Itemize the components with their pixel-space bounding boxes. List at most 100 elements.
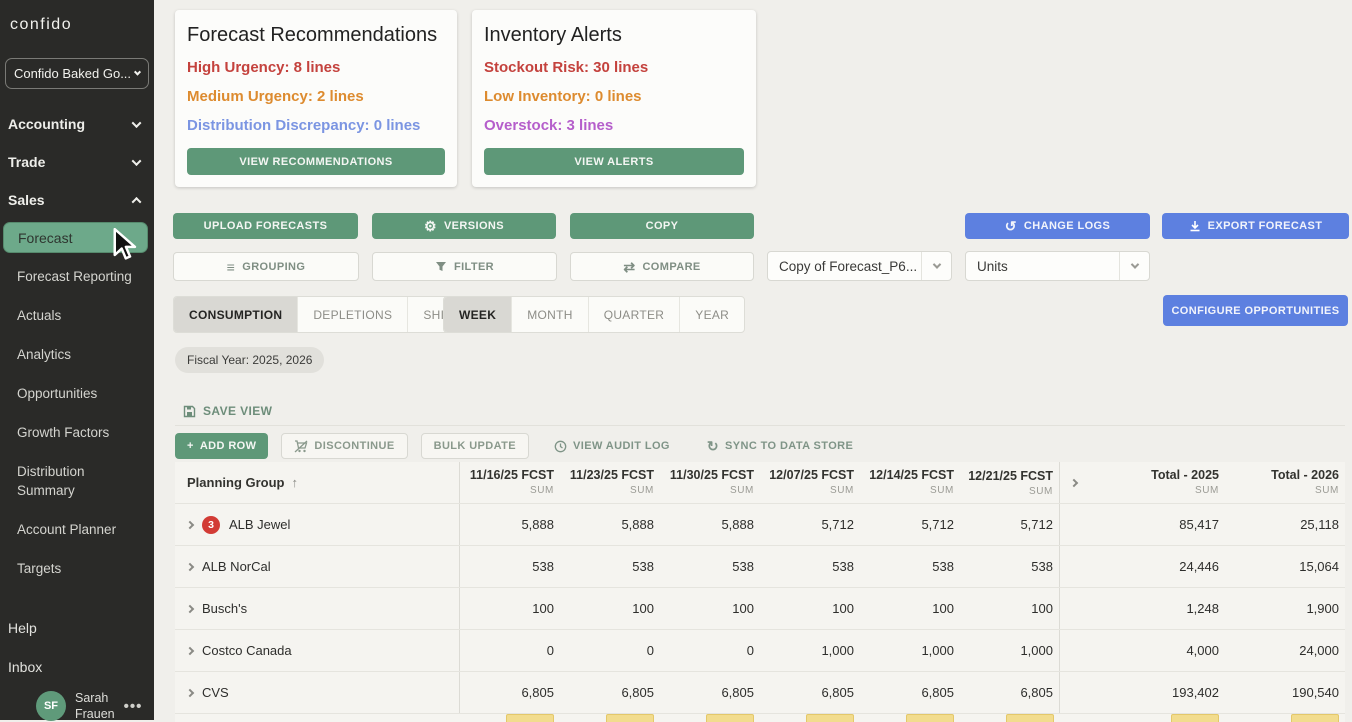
fcst-cell[interactable]: 0: [746, 643, 754, 658]
fcst-cell[interactable]: 5,712: [821, 517, 854, 532]
fcst-cell[interactable]: 538: [932, 559, 954, 574]
fcst-cell[interactable]: 6,805: [721, 685, 754, 700]
sidebar-item-targets[interactable]: Targets: [0, 549, 154, 588]
fcst-cell[interactable]: 6,805: [521, 685, 554, 700]
highlighted-cell[interactable]: [906, 714, 954, 722]
fcst-cell[interactable]: 6,805: [821, 685, 854, 700]
tab-week[interactable]: WEEK: [444, 297, 513, 332]
fcst-cell[interactable]: 538: [532, 559, 554, 574]
column-header[interactable]: Total - 2025 SUM: [1088, 468, 1225, 498]
sidebar-item-account-planner[interactable]: Account Planner: [0, 510, 154, 549]
fcst-cell[interactable]: 6,805: [921, 685, 954, 700]
sidebar-item-inbox[interactable]: Inbox: [0, 647, 154, 686]
fcst-cell[interactable]: 0: [646, 643, 654, 658]
column-header[interactable]: 12/14/25 FCST SUM: [860, 468, 960, 498]
tab-month[interactable]: MONTH: [512, 297, 589, 332]
highlighted-cell[interactable]: [506, 714, 554, 722]
fcst-cell[interactable]: 1,000: [821, 643, 854, 658]
sidebar-item-opportunities[interactable]: Opportunities: [0, 374, 154, 413]
highlighted-cell[interactable]: [706, 714, 754, 722]
fcst-cell[interactable]: 5,888: [521, 517, 554, 532]
versions-button[interactable]: ⚙ VERSIONS: [372, 213, 556, 239]
fcst-cell[interactable]: 100: [960, 588, 1060, 629]
discontinue-button[interactable]: DISCONTINUE: [281, 433, 408, 459]
table-row[interactable]: Busch's 100 100 100 100 100 100 1,248 1,…: [175, 588, 1345, 630]
grouping-button[interactable]: ≡ GROUPING: [173, 252, 359, 281]
fcst-cell[interactable]: 100: [732, 601, 754, 616]
upload-forecasts-button[interactable]: UPLOAD FORECASTS: [173, 213, 358, 239]
tab-quarter[interactable]: QUARTER: [589, 297, 681, 332]
planning-group-header[interactable]: Planning Group ↑: [175, 462, 460, 503]
sidebar-item-accounting[interactable]: Accounting: [0, 105, 154, 143]
fcst-cell[interactable]: 5,712: [921, 517, 954, 532]
export-forecast-button[interactable]: EXPORT FORECAST: [1162, 213, 1349, 239]
copy-button[interactable]: COPY: [570, 213, 754, 239]
sidebar-item-trade[interactable]: Trade: [0, 143, 154, 181]
row-expand-icon[interactable]: [185, 604, 195, 613]
fcst-cell[interactable]: 538: [832, 559, 854, 574]
table-row[interactable]: CVS 6,805 6,805 6,805 6,805 6,805 6,805 …: [175, 672, 1345, 714]
change-logs-button[interactable]: ↺ CHANGE LOGS: [965, 213, 1150, 239]
sidebar-item-forecast-active[interactable]: Forecast: [3, 222, 148, 253]
sidebar-item-actuals[interactable]: Actuals: [0, 296, 154, 335]
table-row[interactable]: ALB NorCal 538 538 538 538 538 538 24,44…: [175, 546, 1345, 588]
row-expand-icon[interactable]: [185, 646, 195, 655]
column-header[interactable]: Total - 2026 SUM: [1225, 468, 1345, 498]
bulk-update-button[interactable]: BULK UPDATE: [420, 433, 530, 459]
fcst-cell[interactable]: 538: [632, 559, 654, 574]
user-account-row[interactable]: SF Sarah Frauen •••: [0, 690, 154, 722]
column-header[interactable]: 12/21/25 FCST SUM: [960, 462, 1060, 503]
highlighted-cell[interactable]: [1171, 714, 1219, 722]
add-row-button[interactable]: + ADD ROW: [175, 433, 269, 459]
table-row[interactable]: 3 ALB Jewel 5,888 5,888 5,888 5,712 5,71…: [175, 504, 1345, 546]
sync-to-data-store-button[interactable]: ↻ SYNC TO DATA STORE: [695, 433, 865, 459]
configure-opportunities-button[interactable]: CONFIGURE OPPORTUNITIES: [1163, 295, 1348, 326]
fcst-cell[interactable]: 5,888: [721, 517, 754, 532]
tab-year[interactable]: YEAR: [695, 307, 730, 322]
sidebar-item-sales[interactable]: Sales: [0, 181, 154, 219]
column-header[interactable]: 11/30/25 FCST SUM: [660, 468, 760, 498]
highlighted-cell[interactable]: [606, 714, 654, 722]
column-header[interactable]: 12/07/25 FCST SUM: [760, 468, 860, 498]
tab-consumption[interactable]: CONSUMPTION: [174, 297, 299, 332]
user-menu-icon[interactable]: •••: [123, 697, 143, 715]
expand-columns-icon[interactable]: [1060, 462, 1088, 503]
sidebar-item-forecast-reporting[interactable]: Forecast Reporting: [0, 257, 154, 296]
view-recommendations-button[interactable]: VIEW RECOMMENDATIONS: [187, 148, 445, 175]
units-select[interactable]: Units: [965, 251, 1150, 281]
filter-button[interactable]: FILTER: [372, 252, 557, 281]
highlighted-cell[interactable]: [806, 714, 854, 722]
sidebar-item-help[interactable]: Help: [0, 608, 154, 647]
column-header[interactable]: 11/16/25 FCST SUM: [460, 468, 560, 498]
fcst-cell[interactable]: 100: [932, 601, 954, 616]
table-row[interactable]: Costco Canada 0 0 0 1,000 1,000 1,000 4,…: [175, 630, 1345, 672]
view-audit-log-button[interactable]: VIEW AUDIT LOG: [542, 433, 682, 459]
column-header[interactable]: 11/23/25 FCST SUM: [560, 468, 660, 498]
fcst-cell[interactable]: 6,805: [960, 672, 1060, 713]
fcst-cell[interactable]: 538: [732, 559, 754, 574]
sidebar-item-growth-factors[interactable]: Growth Factors: [0, 413, 154, 452]
fcst-cell[interactable]: 0: [546, 643, 554, 658]
fcst-cell[interactable]: 100: [632, 601, 654, 616]
highlighted-cell[interactable]: [1291, 714, 1339, 722]
fcst-cell[interactable]: 5,712: [960, 504, 1060, 545]
fcst-cell[interactable]: 100: [832, 601, 854, 616]
compare-button[interactable]: ⇄ COMPARE: [570, 252, 754, 281]
fcst-cell[interactable]: 1,000: [921, 643, 954, 658]
fcst-cell[interactable]: 1,000: [960, 630, 1060, 671]
fcst-cell[interactable]: 6,805: [621, 685, 654, 700]
fcst-cell[interactable]: 5,888: [621, 517, 654, 532]
fcst-cell[interactable]: 538: [960, 546, 1060, 587]
row-expand-icon[interactable]: [185, 520, 195, 529]
forecast-version-select[interactable]: Copy of Forecast_P6...: [767, 251, 952, 281]
view-alerts-button[interactable]: VIEW ALERTS: [484, 148, 744, 175]
fcst-cell[interactable]: 100: [532, 601, 554, 616]
sidebar-item-distribution-summary[interactable]: Distribution Summary: [0, 452, 130, 510]
highlighted-cell[interactable]: [1006, 714, 1054, 722]
row-expand-icon[interactable]: [185, 688, 195, 697]
save-view-button[interactable]: SAVE VIEW: [183, 404, 272, 418]
tab-depletions[interactable]: DEPLETIONS: [298, 297, 409, 332]
row-expand-icon[interactable]: [185, 562, 195, 571]
sidebar-item-analytics[interactable]: Analytics: [0, 335, 154, 374]
org-selector-dropdown[interactable]: Confido Baked Go...: [5, 58, 149, 89]
